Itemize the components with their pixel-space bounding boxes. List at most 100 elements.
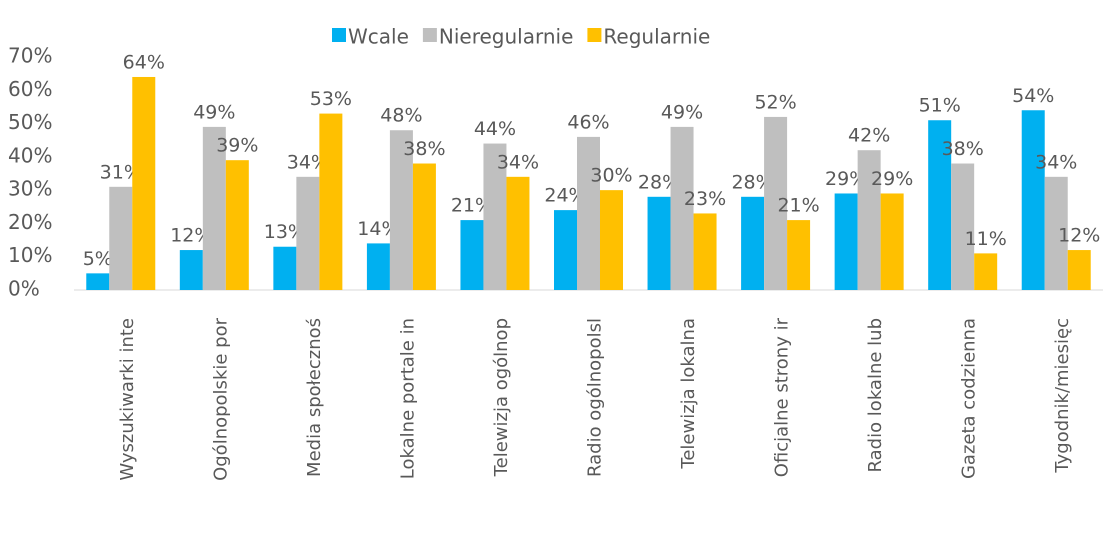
value-label: 24%: [544, 185, 586, 207]
value-label: 11%: [965, 228, 1007, 250]
bar: [366, 243, 390, 290]
legend-swatch: [587, 28, 602, 42]
bar: [179, 250, 203, 290]
bar: [834, 193, 858, 290]
bar: [554, 210, 577, 290]
value-label: 29%: [825, 168, 867, 190]
value-label: 53%: [310, 88, 352, 110]
value-label: 64%: [123, 51, 165, 73]
y-tick-label: 0%: [8, 277, 40, 301]
x-tick: Media społecznoś: [304, 318, 325, 477]
value-label: 31%: [100, 161, 142, 183]
bar: [741, 196, 765, 290]
x-tick: Oficjalne strony ir: [772, 317, 793, 477]
value-label: 54%: [1012, 85, 1054, 107]
bar: [389, 130, 413, 290]
x-tick-label: Radio ogólnopolsl: [585, 318, 606, 477]
bar: [296, 176, 320, 290]
y-tick-label: 40%: [8, 143, 52, 167]
y-tick-label: 30%: [8, 177, 52, 201]
x-tick: Ogólnopolskie por: [210, 317, 231, 481]
value-label: 49%: [661, 101, 703, 123]
value-label: 46%: [567, 111, 609, 133]
y-tick-label: 60%: [8, 77, 52, 101]
x-tick-label: Tygodnik/miesięc: [1052, 318, 1073, 474]
y-tick-label: 50%: [8, 110, 52, 134]
bar: [787, 220, 811, 290]
x-tick-label: Gazeta codzienna: [959, 318, 980, 479]
bar: [857, 150, 881, 290]
bar: [974, 253, 998, 290]
bar: [693, 213, 717, 290]
x-tick: Wyszukiwarki inte: [117, 318, 138, 481]
bar: [600, 190, 623, 290]
value-label: 29%: [871, 168, 913, 190]
y-tick-label: 20%: [8, 210, 52, 234]
bar: [483, 143, 507, 290]
legend-label: Nieregularnie: [439, 25, 574, 49]
bar: [951, 163, 975, 290]
legend-swatch: [332, 28, 346, 42]
value-label: 52%: [754, 91, 796, 113]
value-label: 38%: [942, 138, 984, 160]
x-tick-label: Oficjalne strony ir: [772, 317, 793, 477]
x-tick: Gazeta codzienna: [959, 318, 980, 479]
bar: [225, 160, 249, 290]
legend-label: Regularnie: [603, 25, 710, 49]
value-label: 51%: [919, 95, 961, 117]
bar: [577, 136, 600, 290]
bar: [506, 176, 530, 290]
value-label: 5%: [83, 248, 113, 270]
value-label: 42%: [848, 125, 890, 147]
value-label: 44%: [474, 118, 516, 140]
value-label: 12%: [1058, 225, 1100, 247]
bar: [132, 76, 156, 290]
legend-swatch: [422, 28, 437, 42]
bar: [202, 126, 226, 291]
y-tick-label: 70%: [8, 44, 52, 68]
bar: [670, 126, 694, 291]
bar: [1021, 110, 1045, 290]
bar: [1067, 250, 1091, 290]
value-label: 34%: [1035, 151, 1077, 173]
value-label: 23%: [684, 188, 726, 210]
value-label: 48%: [380, 105, 422, 127]
x-tick: Radio lokalne lub: [865, 318, 886, 473]
x-tick-label: Telewizja ogólnop: [491, 318, 512, 477]
bar: [109, 186, 133, 290]
bar: [764, 116, 788, 291]
value-label: 30%: [590, 165, 632, 187]
value-label: 34%: [287, 151, 329, 173]
bar: [86, 273, 110, 290]
x-tick-label: Lokalne portale in: [397, 318, 418, 479]
x-tick: Telewizja ogólnop: [491, 318, 512, 477]
value-label: 34%: [497, 151, 539, 173]
x-tick: Telewizja lokalna: [678, 318, 699, 470]
value-label: 21%: [451, 195, 493, 217]
legend-label: Wcale: [348, 25, 409, 49]
x-tick: Lokalne portale in: [397, 318, 418, 479]
bar: [880, 193, 904, 290]
bar: [928, 120, 952, 290]
value-label: 38%: [403, 138, 445, 160]
x-tick-label: Radio lokalne lub: [865, 318, 886, 473]
x-tick-label: Ogólnopolskie por: [210, 317, 231, 481]
bar: [1044, 176, 1068, 290]
value-label: 28%: [731, 171, 773, 193]
bar: [647, 196, 671, 290]
value-label: 13%: [264, 221, 306, 243]
value-label: 21%: [777, 195, 819, 217]
bar: [273, 246, 297, 290]
y-tick-label: 10%: [8, 243, 52, 267]
x-tick: Radio ogólnopolsl: [585, 318, 606, 477]
x-tick-label: Media społecznoś: [304, 318, 325, 477]
value-label: 39%: [216, 135, 258, 157]
bar: [412, 163, 436, 290]
bar: [319, 113, 343, 290]
value-label: 12%: [170, 225, 212, 247]
x-tick-label: Wyszukiwarki inte: [117, 318, 138, 481]
value-label: 49%: [193, 101, 235, 123]
x-tick: Tygodnik/miesięc: [1052, 318, 1073, 474]
value-label: 28%: [638, 171, 680, 193]
